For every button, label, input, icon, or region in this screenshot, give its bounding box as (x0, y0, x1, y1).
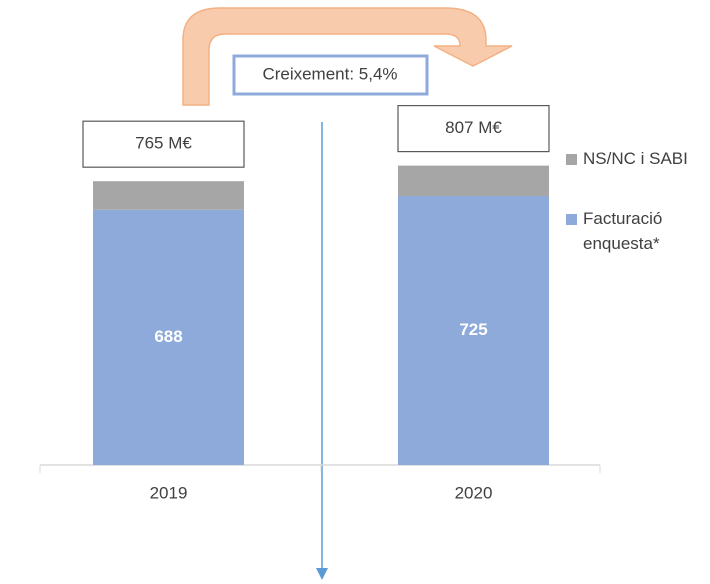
total-box (397, 105, 550, 153)
annotation-box (232, 54, 429, 96)
legend-swatch (566, 214, 577, 225)
total-label: 765 M€ (135, 134, 192, 153)
x-tick-label: 2020 (455, 483, 493, 502)
growth-arrow (182, 7, 513, 106)
bar-label: 725 (459, 320, 487, 339)
total-label: 807 M€ (445, 118, 502, 137)
legend-label: Facturació enquesta* (583, 209, 663, 253)
legend-label: NS/NC i SABI (583, 149, 688, 168)
bar-segment (93, 209, 244, 465)
total-box (82, 120, 245, 168)
legend-swatch (566, 154, 577, 165)
annotation: Creixement: 5,4% (262, 64, 397, 83)
bar-label: 688 (154, 327, 182, 346)
bar-segment (93, 181, 244, 210)
bar-segment (398, 165, 549, 197)
x-tick-label: 2019 (150, 483, 188, 502)
divider-arrow-head (316, 568, 328, 580)
bar-segment (398, 196, 549, 465)
